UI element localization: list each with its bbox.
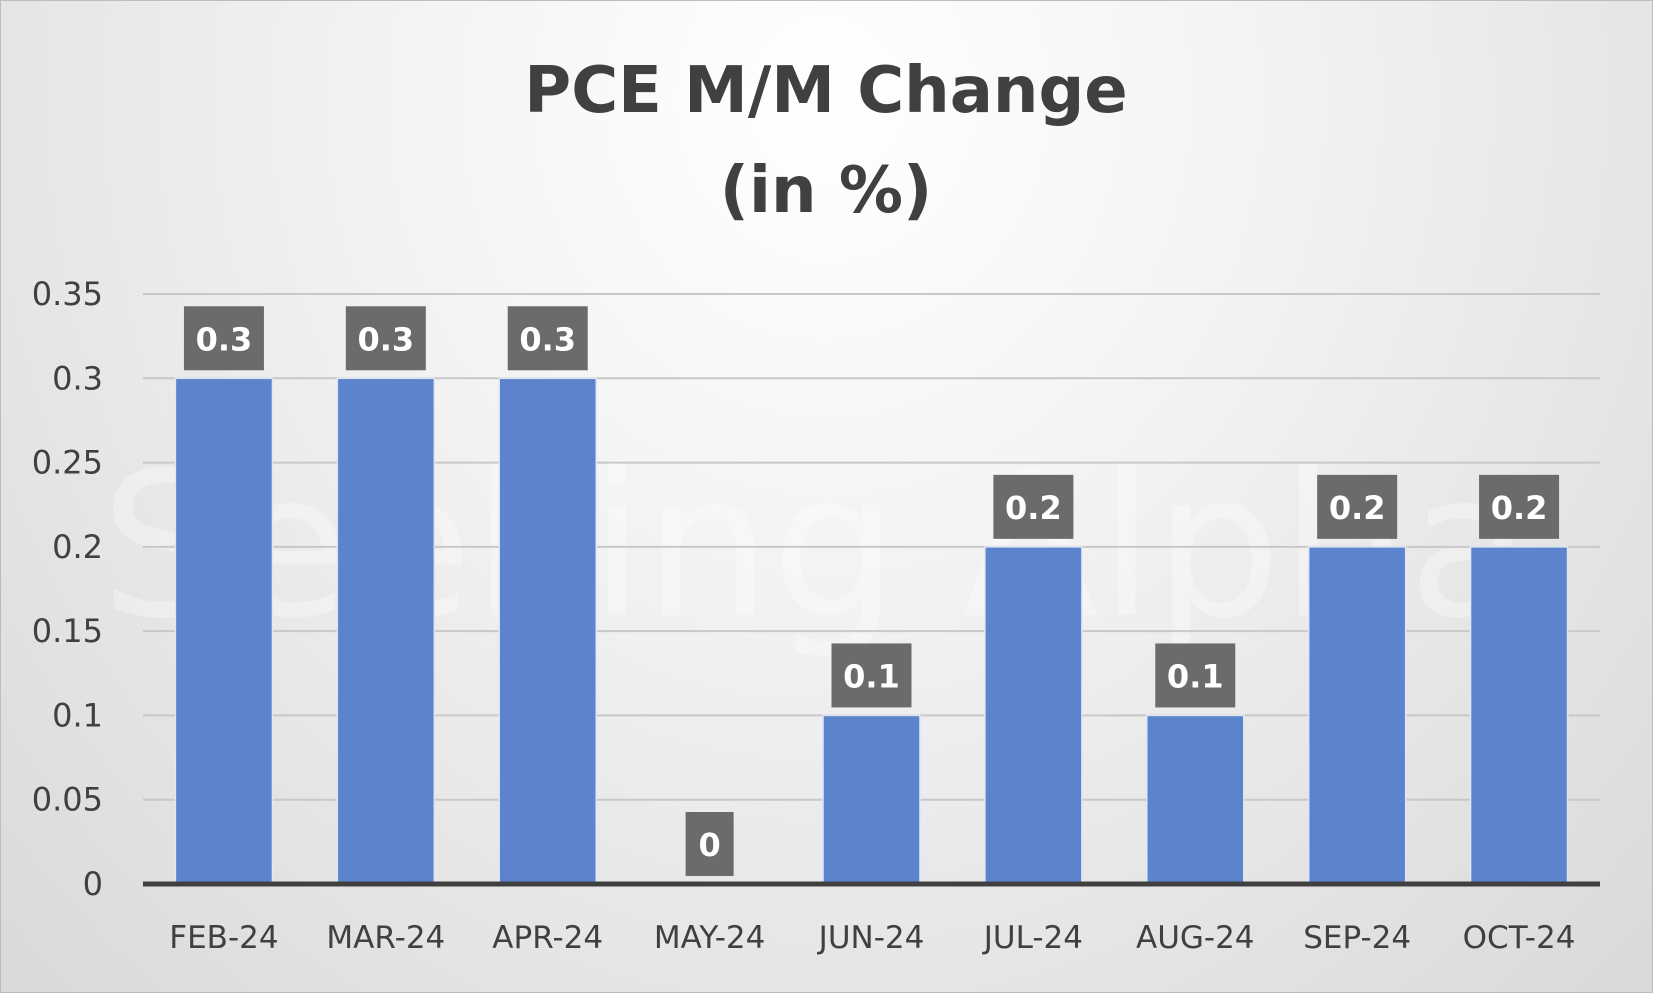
data-label-box [1479,474,1560,539]
data-label-box [183,306,264,371]
data-label-text: 0.3 [357,320,414,358]
data-label-text: 0.1 [843,657,900,695]
x-tick-label: SEP-24 [1303,920,1411,956]
data-label-box [507,306,588,371]
bar [174,377,274,885]
x-tick-label: AUG-24 [1136,920,1255,956]
y-tick-label: 0.15 [32,612,103,650]
data-label-box [831,643,912,708]
data-label-text: 0.3 [196,320,253,358]
x-tick-label: JUN-24 [817,920,925,956]
data-label: 0.1 [831,643,912,708]
bar [1469,546,1569,885]
data-label: 0 [685,812,734,876]
x-axis-ticks: FEB-24 MAR-24 APR-24 MAY-24 JUN-24 JUL-24 AUG-… [169,920,1575,956]
x-tick-label: OCT-24 [1463,920,1576,956]
y-tick-label: 0.35 [32,275,103,313]
data-label-box [1317,474,1398,539]
data-label-box [1155,643,1236,708]
bar [984,546,1083,885]
x-tick-label: FEB-24 [169,920,278,956]
bar [822,714,921,885]
data-label-text: 0.2 [1005,489,1062,527]
x-tick-label: JUL-24 [982,920,1083,956]
x-tick-label: MAR-24 [326,920,445,956]
data-label-box [685,812,734,876]
x-tick-label: MAY-24 [654,920,765,956]
y-tick-label: 0.05 [32,781,103,819]
chart-title-line-2: (in %) [720,154,932,228]
data-labels: 0.3 0.3 0.3 0 0.1 0.2 0.1 0.2 0.2 [183,306,1560,876]
data-label: 0.2 [1479,474,1560,539]
data-label: 0.3 [183,306,264,371]
y-tick-label: 0.3 [52,359,103,397]
data-label-text: 0.2 [1329,489,1386,527]
data-label-text: 0.1 [1167,657,1224,695]
data-label-text: 0.2 [1491,489,1548,527]
data-label-box [993,474,1074,539]
chart-title-line-1: PCE M/M Change [524,54,1127,128]
data-label-text: 0 [698,826,720,864]
y-tick-label: 0.1 [52,696,103,734]
bar [498,377,597,885]
y-tick-label: 0 [83,865,103,903]
data-label: 0.2 [993,474,1074,539]
y-tick-label: 0.2 [52,528,103,566]
data-label: 0.1 [1155,643,1236,708]
data-label: 0.3 [507,306,588,371]
x-tick-label: APR-24 [492,920,603,956]
y-axis-ticks: 0 0.05 0.1 0.15 0.2 0.25 0.3 0.35 [32,275,103,903]
y-tick-label: 0.25 [32,444,103,482]
data-label: 0.2 [1317,474,1398,539]
bar [1307,546,1407,885]
data-label: 0.3 [345,306,426,371]
data-label-box [345,306,426,371]
bar [336,377,436,885]
data-label-text: 0.3 [519,320,576,358]
bar [1146,714,1245,885]
